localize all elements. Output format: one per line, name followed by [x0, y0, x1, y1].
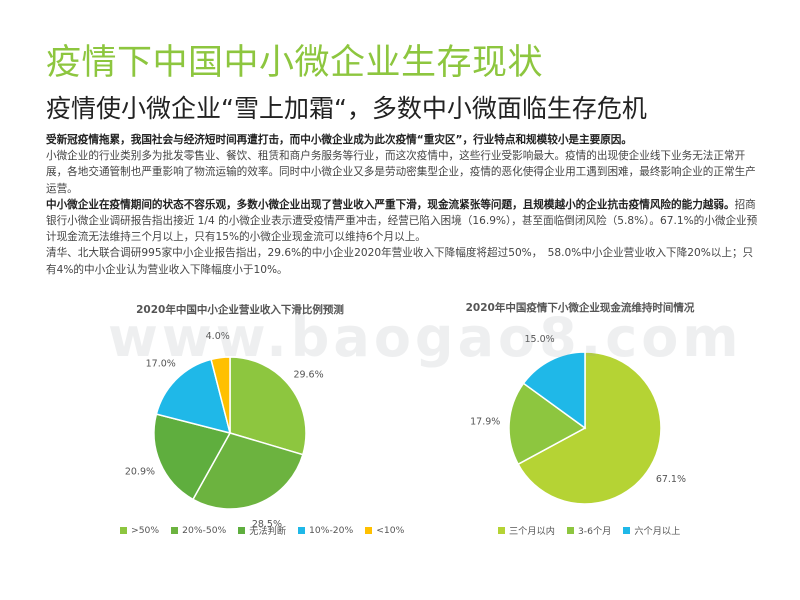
chart-2-legend-swatch-3 [623, 526, 631, 534]
chart-1-legend-label-4: 10%-20% [309, 524, 354, 536]
body-text: 受新冠疫情拖累，我国社会与经济短时间再遭打击，而中小微企业成为此次疫情“重灾区”… [46, 132, 758, 278]
chart-1-legend: >50% 20%-50% 无法判断 10%-20% <10% [120, 523, 404, 537]
chart-1-legend-item-1: >50% [120, 525, 159, 536]
chart-2-legend-label-1: 三个月以内 [509, 526, 555, 537]
paragraph-2-text: 小微企业的行业类别多为批发零售业、餐饮、租赁和商户务服务等行业，而这次疫情中，这… [46, 150, 756, 195]
chart-1-slice-4 [155, 358, 232, 435]
chart-1-legend-label-5: <10% [376, 524, 405, 536]
chart-2-slice-1-label: 67.1% [656, 474, 686, 485]
chart-1-legend-item-3: 无法判断 [238, 523, 286, 537]
chart-2-slice-3-label: 15.0% [525, 334, 555, 345]
chart-1-slice-2-label: 28.5% [252, 519, 282, 530]
chart-1-slice-5 [210, 356, 231, 434]
chart-2-legend-item-3: 六个月以上 [623, 523, 680, 537]
paragraph-4-text: 清华、北大联合调研995家中小企业报告指出，29.6%的中小企业2020年营业收… [46, 247, 754, 276]
chart-1-legend-label-3: 无法判断 [249, 526, 287, 537]
page-subtitle: 疫情使小微企业“雪上加霜“，多数中小微面临生存危机 [46, 94, 647, 123]
chart-1-legend-swatch-5 [365, 526, 373, 534]
chart-2-slice-2 [508, 382, 587, 466]
chart-1-legend-swatch-4 [298, 526, 306, 534]
paragraph-4: 清华、北大联合调研995家中小企业报告指出，29.6%的中小企业2020年营业收… [46, 245, 758, 277]
chart-2-legend-swatch-1 [498, 526, 505, 534]
chart-1-slice-3 [153, 413, 232, 501]
chart-1-legend-label-2: 20%-50% [182, 524, 227, 536]
chart-2-legend-item-2: 3-6个月 [566, 523, 612, 537]
chart-1-slice-2 [191, 432, 304, 510]
chart-2-slice-2-label: 17.9% [470, 416, 500, 427]
chart-2-legend: 三个月以内 3-6个月 六个月以上 [498, 523, 680, 537]
chart-2-slice-1 [517, 351, 662, 505]
chart-2-legend-swatch-2 [566, 526, 574, 534]
chart-2-legend-label-2: 3-6个月 [577, 526, 612, 537]
watermark: www.baogao8.com [108, 306, 743, 369]
paragraph-3: 中小微企业在疫情期间的状态不容乐观，多数小微企业出现了营业收入严重下滑，现金流紧… [46, 197, 758, 246]
chart-2-legend-label-3: 六个月以上 [634, 526, 681, 537]
chart-1-slice-3-label: 20.9% [125, 467, 155, 478]
chart-1-title: 2020年中国中小企业营业收入下滑比例预测 [136, 304, 344, 316]
paragraph-1-bold: 受新冠疫情拖累，我国社会与经济短时间再遭打击，而中小微企业成为此次疫情“重灾区”… [46, 134, 632, 146]
paragraph-2: 小微企业的行业类别多为批发零售业、餐饮、租赁和商户务服务等行业，而这次疫情中，这… [46, 148, 758, 197]
page-title: 疫情下中国中小微企业生存现状 [46, 43, 544, 83]
paragraph-3-bold: 中小微企业在疫情期间的状态不容乐观，多数小微企业出现了营业收入严重下滑，现金流紧… [46, 198, 735, 211]
chart-1-legend-swatch-2 [171, 526, 179, 534]
chart-1-legend-swatch-1 [120, 526, 127, 534]
chart-1-slice-4-label: 17.0% [146, 359, 176, 370]
paragraph-3-text: 招商银行小微企业调研报告指出接近 1/4 的小微企业表示遭受疫情严重冲击，经营已… [46, 198, 758, 244]
chart-1-slice-1-label: 29.6% [293, 369, 323, 380]
chart-1-legend-item-5: <10% [365, 525, 404, 536]
chart-2-legend-item-1: 三个月以内 [498, 523, 555, 537]
paragraph-1: 受新冠疫情拖累，我国社会与经济短时间再遭打击，而中小微企业成为此次疫情“重灾区”… [46, 132, 758, 148]
chart-1-slice-5-label: 4.0% [206, 331, 230, 342]
chart-1-legend-item-2: 20%-50% [171, 525, 226, 536]
chart-1-legend-swatch-3 [238, 526, 246, 534]
chart-2-slice-3 [522, 351, 586, 430]
chart-1-legend-label-1: >50% [131, 524, 160, 536]
chart-1-legend-item-4: 10%-20% [298, 525, 353, 536]
chart-2-title: 2020年中国疫情下小微企业现金流维持时间情况 [465, 302, 695, 314]
chart-1-slice-1 [229, 356, 307, 456]
